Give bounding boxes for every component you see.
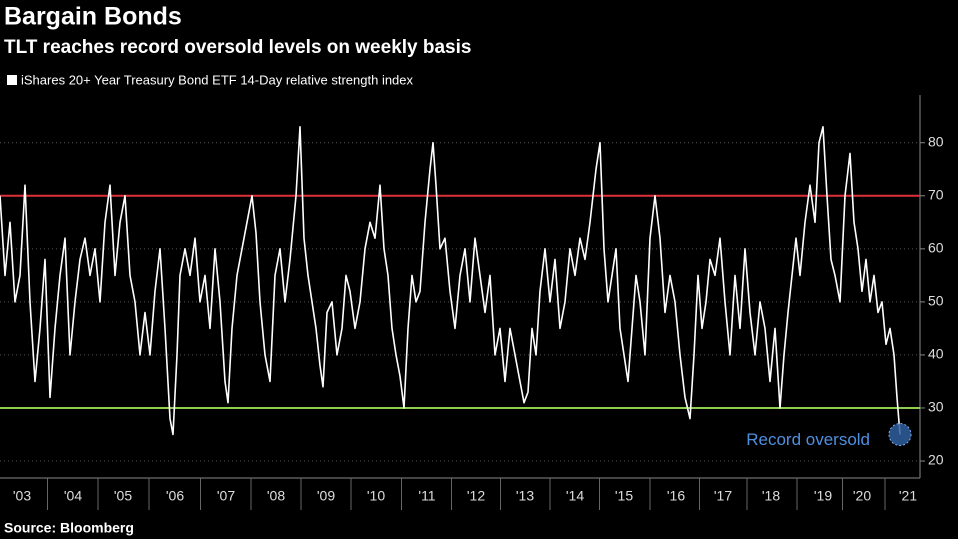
chart-title: Bargain Bonds <box>4 3 182 31</box>
x-tick-label: '13 <box>516 488 534 504</box>
source: Source: Bloomberg <box>4 520 134 536</box>
annotation: Record oversold <box>746 430 870 449</box>
y-tick-label: 30 <box>928 399 944 415</box>
legend-swatch <box>7 75 17 85</box>
y-tick-label: 80 <box>928 133 944 149</box>
data-line <box>0 126 901 436</box>
x-tick-label: '05 <box>114 488 132 504</box>
y-tick-label: 20 <box>928 452 944 468</box>
x-tick-label: '11 <box>418 488 435 504</box>
x-tick-label: '04 <box>64 488 82 504</box>
x-tick-label: '03 <box>13 488 31 504</box>
x-tick-label: '15 <box>615 488 633 504</box>
x-tick-label: '14 <box>566 488 584 504</box>
y-tick-label: 70 <box>928 186 944 202</box>
x-tick-label: '06 <box>166 488 184 504</box>
chart-subtitle: TLT reaches record oversold levels on we… <box>4 37 471 58</box>
x-tick-label: '10 <box>367 488 385 504</box>
x-tick-label: '18 <box>762 488 780 504</box>
x-tick-label: '08 <box>267 488 285 504</box>
x-tick-label: '19 <box>814 488 832 504</box>
y-tick-label: 40 <box>928 346 944 362</box>
x-tick-label: '17 <box>714 488 732 504</box>
x-tick-label: '07 <box>217 488 235 504</box>
legend-label: iShares 20+ Year Treasury Bond ETF 14-Da… <box>21 72 414 87</box>
y-tick-label: 50 <box>928 293 944 309</box>
x-tick-label: '16 <box>667 488 685 504</box>
x-tick-label: '09 <box>317 488 335 504</box>
x-tick-label: '20 <box>853 488 871 504</box>
x-tick-label: '21 <box>899 488 917 504</box>
y-tick-label: 60 <box>928 240 944 256</box>
highlight-marker <box>888 423 912 447</box>
x-tick-label: '12 <box>467 488 485 504</box>
